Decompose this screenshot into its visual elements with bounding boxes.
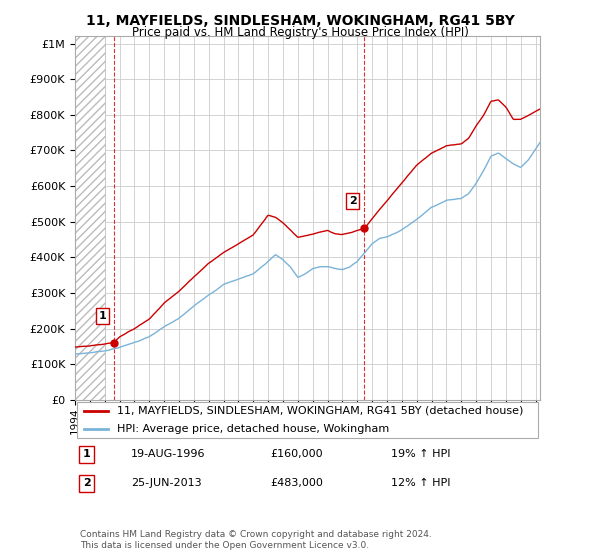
Text: 1: 1 (98, 311, 106, 321)
Text: 25-JUN-2013: 25-JUN-2013 (131, 478, 202, 488)
Text: 19-AUG-1996: 19-AUG-1996 (131, 449, 205, 459)
Text: 11, MAYFIELDS, SINDLESHAM, WOKINGHAM, RG41 5BY: 11, MAYFIELDS, SINDLESHAM, WOKINGHAM, RG… (86, 14, 514, 28)
Text: Price paid vs. HM Land Registry's House Price Index (HPI): Price paid vs. HM Land Registry's House … (131, 26, 469, 39)
FancyBboxPatch shape (77, 402, 538, 438)
Text: Contains HM Land Registry data © Crown copyright and database right 2024.
This d: Contains HM Land Registry data © Crown c… (80, 530, 431, 550)
Text: £483,000: £483,000 (270, 478, 323, 488)
Text: 1: 1 (83, 449, 91, 459)
Text: 12% ↑ HPI: 12% ↑ HPI (391, 478, 451, 488)
Text: 19% ↑ HPI: 19% ↑ HPI (391, 449, 451, 459)
Text: HPI: Average price, detached house, Wokingham: HPI: Average price, detached house, Woki… (117, 423, 389, 433)
Text: 11, MAYFIELDS, SINDLESHAM, WOKINGHAM, RG41 5BY (detached house): 11, MAYFIELDS, SINDLESHAM, WOKINGHAM, RG… (117, 406, 523, 416)
Text: 2: 2 (83, 478, 91, 488)
Text: 2: 2 (349, 196, 356, 206)
Text: £160,000: £160,000 (270, 449, 323, 459)
Bar (75, 36, 105, 400)
